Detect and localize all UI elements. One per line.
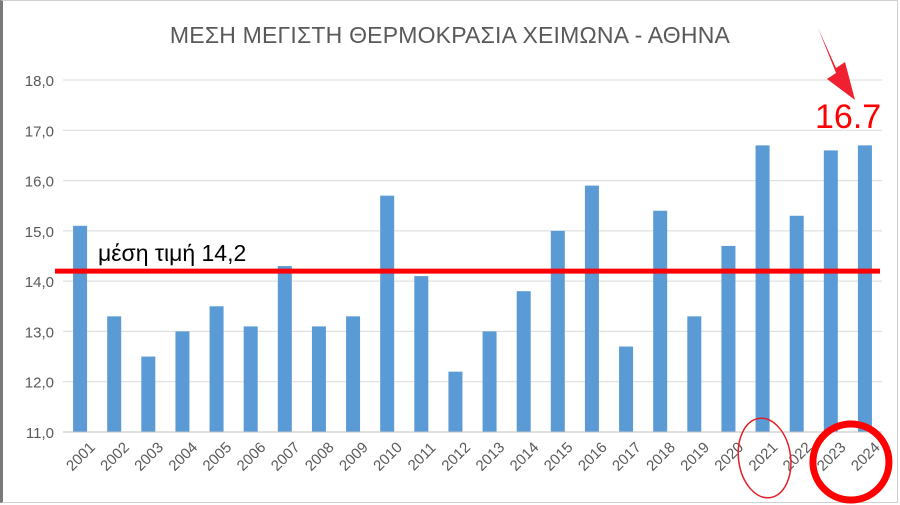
bar-2016 (584, 185, 599, 432)
x-tick-label: 2015 (541, 439, 577, 475)
x-tick-label: 2001 (63, 439, 99, 475)
bar-2006 (243, 326, 258, 432)
x-tick-label: 2017 (609, 439, 645, 475)
x-tick-label: 2002 (97, 439, 133, 475)
annotations (55, 28, 893, 504)
bar-2012 (448, 371, 463, 432)
bar-2011 (414, 276, 429, 432)
bar-2017 (619, 346, 634, 432)
bar-2001 (73, 225, 88, 432)
bar-2004 (175, 331, 190, 432)
chart-title: ΜΕΣΗ ΜΕΓΙΣΤΗ ΘΕΡΜΟΚΡΑΣΙΑ ΧΕΙΜΩΝΑ - ΑΘΗΝΑ (169, 22, 731, 48)
average-label: μέση τιμή 14,2 (98, 240, 247, 266)
x-tick-label: 2020 (711, 439, 747, 475)
y-tick-label: 14,0 (25, 274, 54, 291)
x-tick-label: 2010 (370, 439, 406, 475)
highlight-value-label: 16.7 (815, 98, 882, 136)
x-tick-label: 2009 (336, 439, 372, 475)
gridlines (63, 79, 882, 383)
x-tick-label: 2006 (234, 439, 270, 475)
bar-2007 (277, 266, 292, 432)
bar-2005 (209, 306, 224, 432)
bar-2009 (346, 316, 361, 432)
x-tick-label: 2016 (575, 439, 611, 475)
x-tick-label: 2014 (507, 439, 543, 475)
x-tick-label: 2007 (268, 439, 304, 475)
bar-2008 (311, 326, 326, 432)
x-tick-label: 2008 (302, 439, 338, 475)
bar-2019 (687, 316, 702, 432)
arrow-down-icon (818, 28, 855, 100)
bar-2014 (516, 291, 531, 432)
bar-2015 (550, 230, 565, 432)
y-tick-label: 17,0 (25, 123, 54, 140)
x-tick-label: 2018 (643, 439, 679, 475)
x-tick-label: 2012 (438, 439, 474, 475)
bar-2010 (380, 195, 395, 432)
x-tick-label: 2004 (165, 439, 201, 475)
highlight-ellipse-thick (809, 420, 893, 504)
bar-2024 (857, 145, 872, 432)
x-tick-label: 2011 (405, 439, 440, 474)
x-tick-label: 2024 (848, 439, 884, 475)
x-tick-label: 2021 (746, 439, 782, 475)
y-tick-label: 13,0 (25, 324, 54, 341)
y-tick-label: 18,0 (25, 73, 54, 90)
y-tick-label: 12,0 (25, 375, 54, 392)
x-tick-label: 2005 (200, 439, 236, 475)
bar-2021 (755, 145, 770, 432)
bar-2022 (789, 215, 804, 432)
bars (73, 145, 872, 432)
bar-2020 (721, 245, 736, 432)
bar-2023 (823, 150, 838, 432)
bar-2018 (653, 210, 668, 432)
x-tick-label: 2019 (677, 439, 713, 475)
bar-2002 (107, 316, 122, 432)
bar-2003 (141, 356, 156, 432)
x-tick-label: 2013 (473, 439, 509, 475)
y-tick-label: 15,0 (25, 224, 54, 241)
y-tick-label: 16,0 (25, 174, 54, 191)
bar-2013 (482, 331, 497, 432)
highlight-ellipse-thin (737, 417, 792, 499)
y-tick-label: 11,0 (26, 425, 54, 442)
x-tick-label: 2003 (131, 439, 167, 475)
